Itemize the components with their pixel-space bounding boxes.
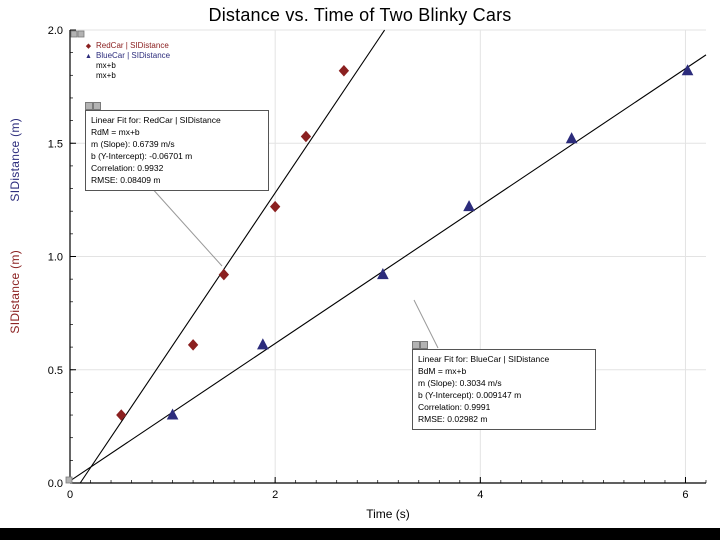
slide-bottom-edge: [0, 528, 720, 540]
x-tick-label: 6: [682, 489, 688, 501]
y-tick-label: 1.5: [48, 138, 63, 150]
y-tick-label: 1.0: [48, 252, 63, 264]
data-point-triangle[interactable]: [257, 338, 269, 350]
data-point-diamond[interactable]: [269, 200, 281, 213]
y-axis-label-bluecar[interactable]: SIDistance (m): [8, 118, 22, 202]
fit-equation: BdM = mx+b: [418, 366, 467, 376]
fit-rmse: RMSE: 0.08409 m: [91, 175, 161, 185]
data-point-triangle[interactable]: [565, 132, 578, 144]
y-tick-label: 0.5: [48, 365, 63, 377]
legend-item: mx+b: [84, 61, 170, 71]
x-tick-label: 2: [272, 489, 278, 501]
legend-label: mx+b: [96, 61, 116, 70]
data-point-diamond[interactable]: [338, 65, 350, 77]
triangle-marker-icon: ▲: [85, 52, 92, 60]
fit-correlation: Correlation: 0.9932: [91, 163, 164, 173]
data-point-diamond[interactable]: [116, 409, 127, 421]
y-tick-label: 0.0: [48, 478, 63, 490]
legend-item: ▲ BlueCar | SIDistance: [84, 51, 170, 61]
annotation-drag-handle[interactable]: [85, 102, 93, 110]
fit-title: Linear Fit for: RedCar | SIDistance: [91, 115, 221, 125]
legend-item: ◆ RedCar | SIDistance: [84, 41, 170, 51]
annotation-drag-handle[interactable]: [420, 341, 428, 349]
x-tick-label: 0: [67, 489, 73, 501]
legend-label: RedCar | SIDistance: [96, 41, 169, 50]
fit-rmse: RMSE: 0.02982 m: [418, 414, 488, 424]
fit-slope: m (Slope): 0.6739 m/s: [91, 139, 175, 149]
drag-handle[interactable]: [77, 30, 85, 38]
y-tick-label: 2.0: [48, 25, 63, 37]
data-point-diamond[interactable]: [300, 130, 312, 143]
data-point-triangle[interactable]: [377, 268, 389, 280]
linear-fit-annotation-redcar[interactable]: Linear Fit for: RedCar | SIDistance RdM …: [85, 102, 269, 191]
diamond-marker-icon: ◆: [85, 42, 92, 50]
chart-title: Distance vs. Time of Two Blinky Cars: [208, 5, 512, 25]
fit-line-triangle: [69, 54, 707, 482]
annotation-drag-handle[interactable]: [93, 102, 101, 110]
data-point-triangle[interactable]: [166, 408, 179, 420]
fit-slope: m (Slope): 0.3034 m/s: [418, 378, 502, 388]
annotation-connector: [413, 299, 439, 349]
legend-label: mx+b: [96, 71, 116, 80]
data-point-diamond[interactable]: [187, 339, 199, 351]
drag-handle[interactable]: [70, 30, 78, 38]
fit-correlation: Correlation: 0.9991: [418, 402, 491, 412]
x-axis-label[interactable]: Time (s): [366, 507, 410, 521]
drag-handle[interactable]: [65, 476, 73, 484]
fit-intercept: b (Y-Intercept): 0.009147 m: [418, 390, 522, 400]
fit-intercept: b (Y-Intercept): -0.06701 m: [91, 151, 193, 161]
legend[interactable]: ◆ RedCar | SIDistance ▲ BlueCar | SIDistanc…: [84, 41, 170, 81]
annotation-drag-handle[interactable]: [412, 341, 420, 349]
annotation-connector: [149, 185, 223, 267]
fit-line-diamond: [79, 29, 386, 484]
x-tick-label: 4: [477, 489, 483, 501]
data-point-triangle[interactable]: [463, 200, 475, 212]
y-axis-label-redcar[interactable]: SIDistance (m): [8, 250, 22, 334]
data-point-diamond[interactable]: [218, 268, 230, 281]
legend-item: mx+b: [84, 71, 170, 81]
fit-title: Linear Fit for: BlueCar | SIDistance: [418, 354, 550, 364]
fit-equation: RdM = mx+b: [91, 127, 140, 137]
data-point-triangle[interactable]: [681, 64, 694, 76]
linear-fit-annotation-bluecar[interactable]: Linear Fit for: BlueCar | SIDistance BdM…: [412, 341, 596, 430]
legend-label: BlueCar | SIDistance: [96, 51, 171, 60]
